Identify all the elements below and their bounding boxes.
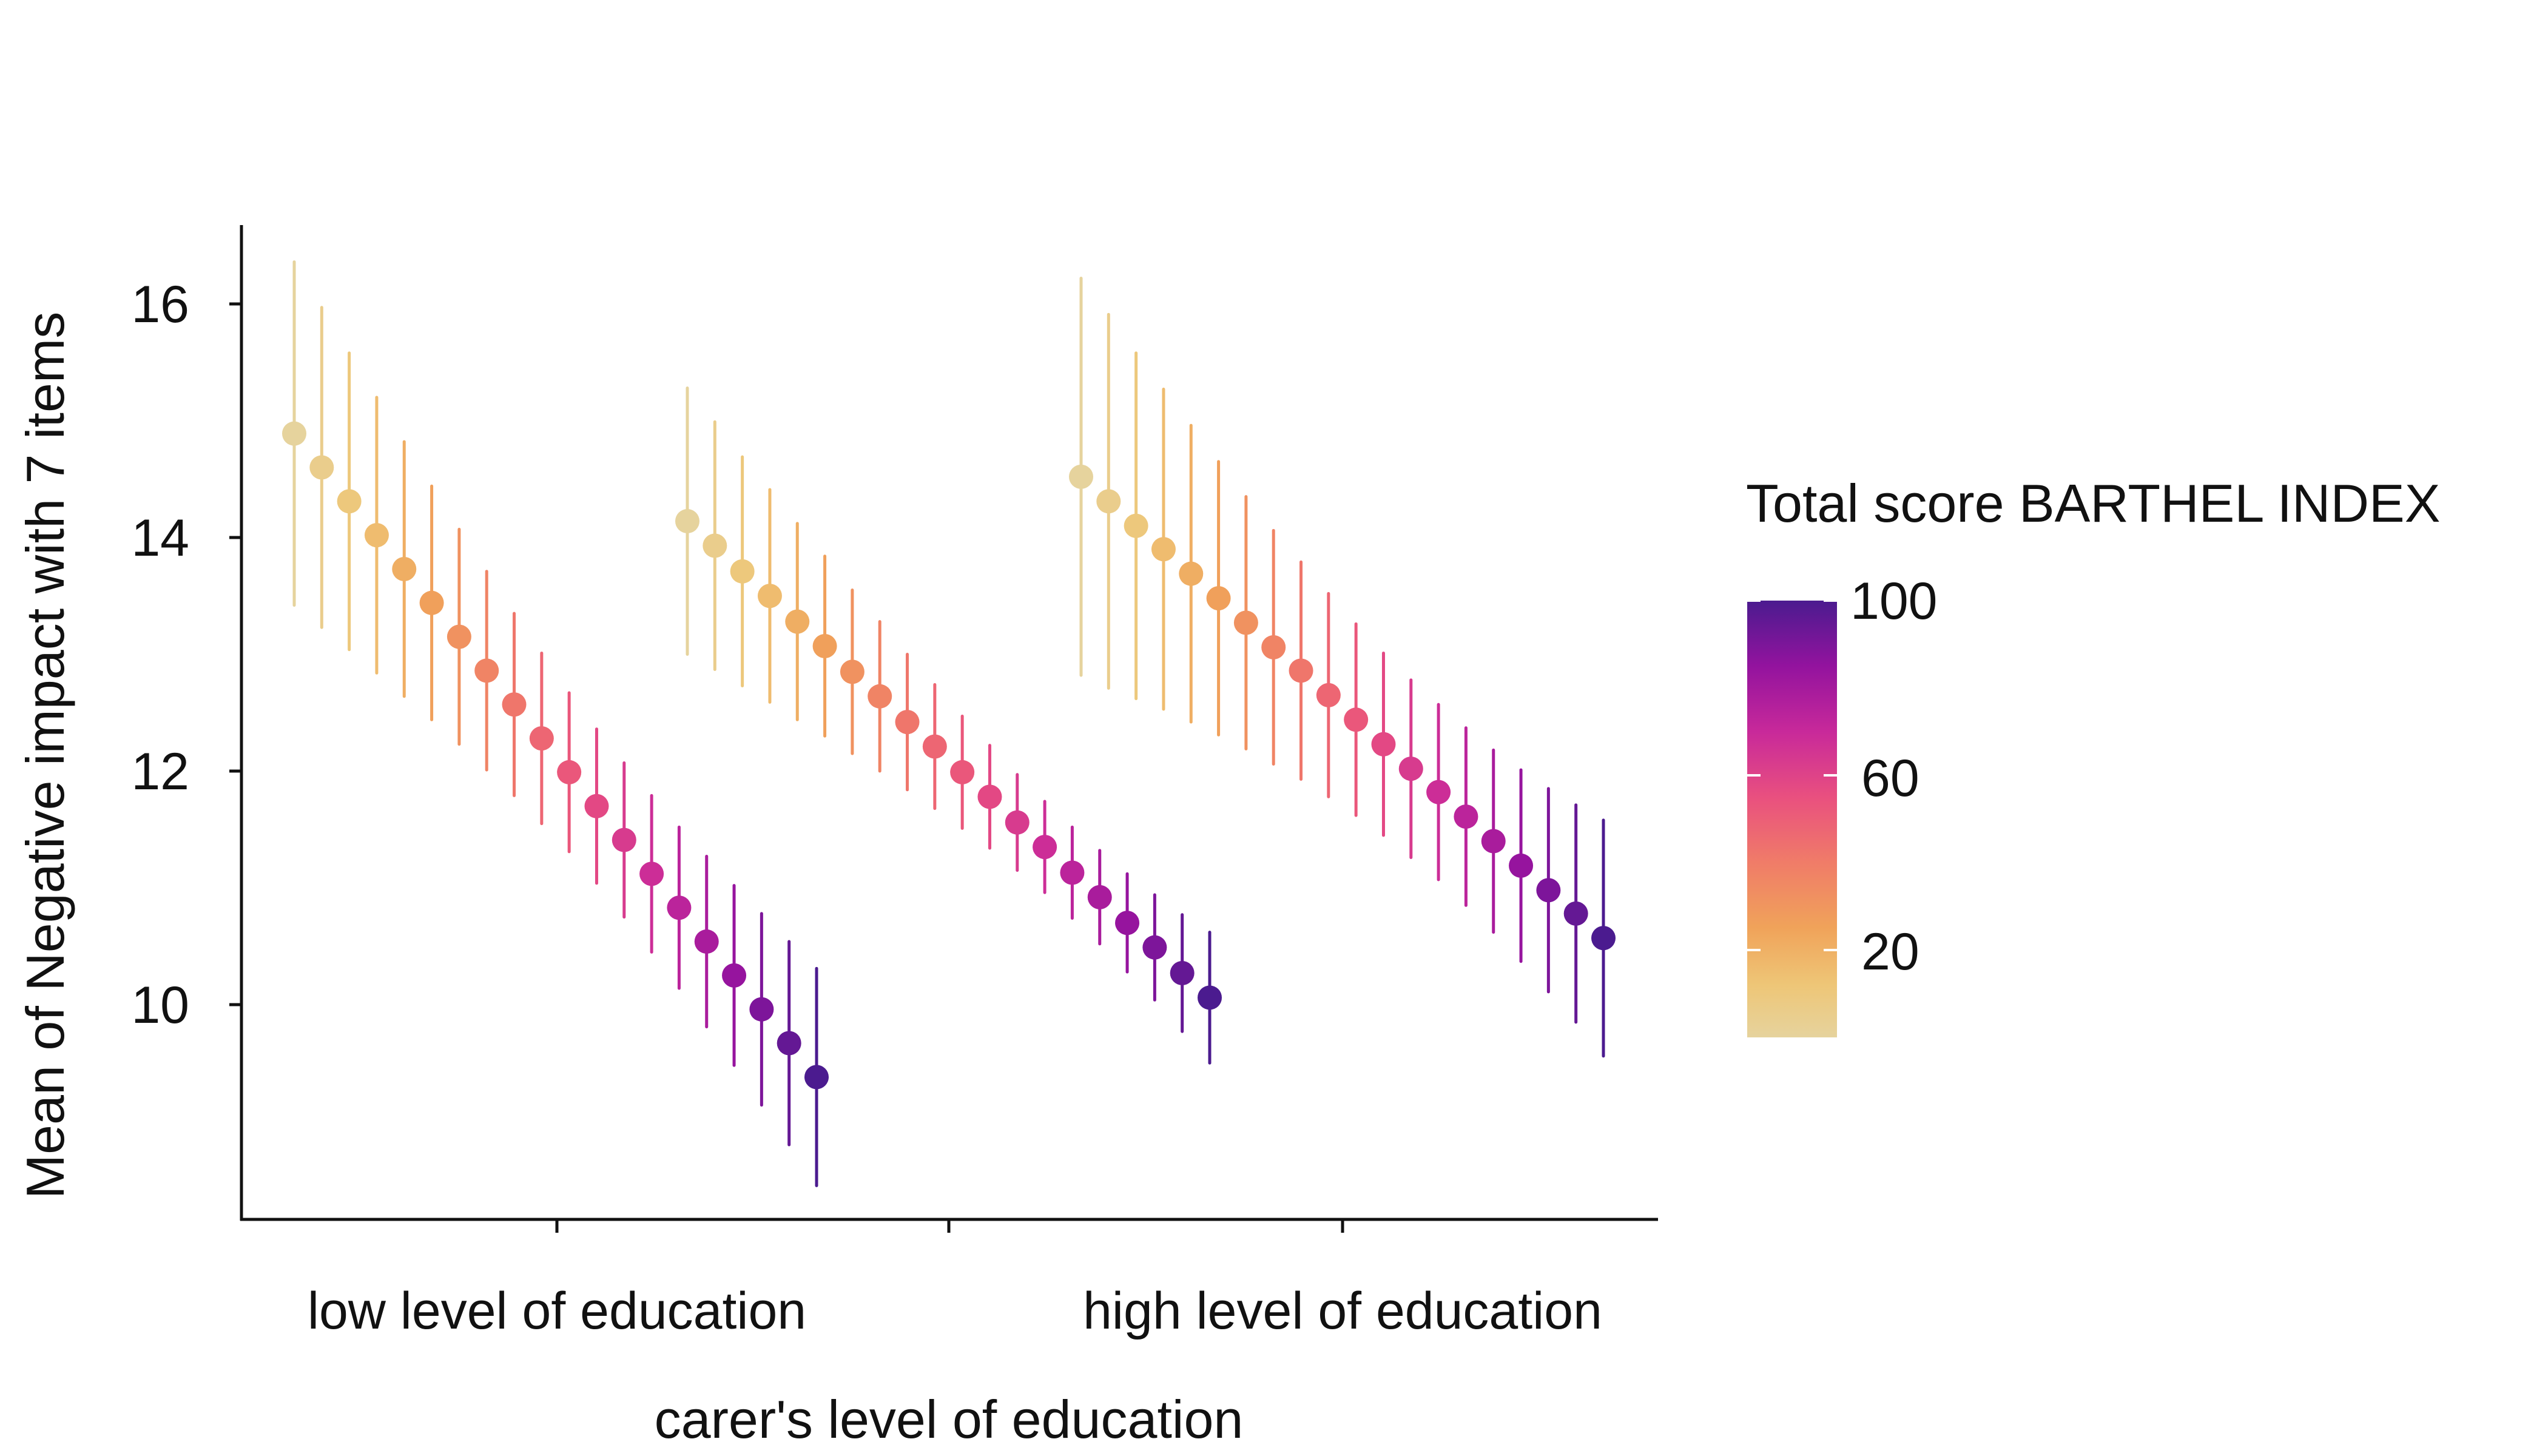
y-axis-title: Mean of Negative impact with 7 items: [15, 312, 75, 1199]
colorbar-ticks: [1747, 599, 1837, 951]
legend-tick-label-20: 20: [1861, 923, 1919, 981]
data-point: [1289, 658, 1313, 683]
data-point: [922, 734, 947, 759]
series-3: [1069, 277, 1616, 1058]
data-point: [1069, 464, 1093, 489]
data-point: [639, 861, 664, 886]
data-point: [977, 784, 1002, 809]
y-tick-label: 14: [131, 509, 189, 567]
data-point: [868, 684, 892, 709]
data-point: [1563, 901, 1588, 926]
data-point: [529, 726, 554, 751]
data-point: [584, 794, 609, 818]
data-point: [730, 559, 755, 584]
data-point: [1033, 835, 1057, 860]
data-point: [749, 997, 774, 1022]
data-point: [364, 523, 389, 548]
legend-tick-label-60: 60: [1861, 749, 1919, 807]
legend-title: Total score BARTHEL INDEX: [1746, 473, 2440, 533]
y-tick-label: 16: [131, 275, 189, 334]
data-point: [1124, 513, 1148, 538]
x-ticks: [555, 1219, 1344, 1233]
data-point: [1198, 985, 1222, 1010]
colorbar: [1747, 601, 1837, 1037]
data-point: [1142, 935, 1167, 960]
data-point: [950, 760, 975, 784]
data-point: [694, 929, 719, 954]
data-point: [557, 760, 582, 784]
data-point: [612, 827, 636, 852]
data-point: [1233, 610, 1258, 635]
data-point: [1206, 586, 1231, 611]
y-tick-label: 12: [131, 743, 189, 801]
data-point: [722, 963, 747, 988]
data-point: [1170, 961, 1195, 986]
data-point: [1481, 829, 1506, 854]
data-point: [1344, 707, 1369, 732]
y-tick-label: 10: [131, 976, 189, 1034]
data-point: [812, 634, 837, 659]
data-point: [1536, 878, 1561, 903]
data-point: [337, 489, 362, 514]
data-point: [804, 1065, 829, 1090]
series-2: [675, 386, 1222, 1065]
data-point: [447, 624, 471, 649]
data-point: [1398, 757, 1423, 781]
x-tick-label-high: high level of education: [1083, 1282, 1602, 1340]
data-point: [1426, 780, 1451, 804]
data-point: [282, 421, 306, 446]
x-tick-label-low: low level of education: [308, 1282, 806, 1340]
data-point: [777, 1031, 801, 1056]
data-point: [1261, 635, 1286, 659]
data-point: [1087, 885, 1112, 909]
data-point: [1591, 926, 1616, 951]
data-point: [1454, 804, 1478, 829]
data-point: [474, 658, 499, 683]
y-ticks: 10 12 14 16: [131, 275, 241, 1034]
data-point: [1179, 561, 1204, 586]
data-point: [1371, 732, 1396, 757]
data-point: [840, 659, 864, 684]
data-point: [1115, 911, 1140, 935]
data-point: [1509, 853, 1534, 878]
color-legend: Total score BARTHEL INDEX 20 60 100: [1746, 473, 2440, 1037]
data-point: [309, 455, 334, 480]
data-point: [675, 509, 699, 534]
x-axis-title: carer's level of education: [655, 1389, 1244, 1449]
legend-tick-label-100: 100: [1850, 572, 1938, 630]
data-point: [1060, 860, 1085, 885]
data-point: [1005, 810, 1030, 835]
data-point: [502, 692, 527, 717]
data-point: [703, 533, 727, 558]
data-point: [667, 895, 692, 920]
series-1: [282, 260, 829, 1187]
data-point: [785, 609, 810, 634]
data-point: [895, 710, 920, 735]
data-point: [1096, 489, 1121, 514]
plot-marks: [282, 260, 1616, 1187]
data-point: [1316, 682, 1341, 707]
data-point: [392, 556, 417, 581]
data-point: [419, 590, 444, 615]
data-point: [757, 584, 782, 608]
data-point: [1151, 537, 1176, 562]
